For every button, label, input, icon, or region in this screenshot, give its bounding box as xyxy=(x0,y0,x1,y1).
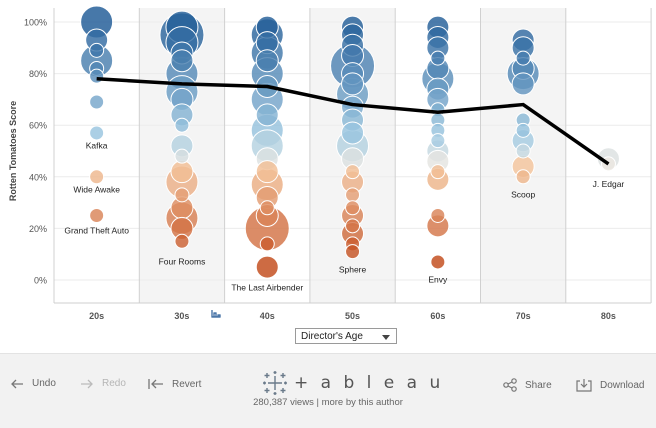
film-annotation: Grand Theft Auto xyxy=(64,226,129,236)
data-bubble xyxy=(430,133,446,149)
tableau-logo-icon xyxy=(263,371,287,395)
data-bubble xyxy=(174,117,190,133)
share-icon xyxy=(503,378,517,392)
y-tick-label: 80% xyxy=(29,69,47,79)
film-annotation: J. Edgar xyxy=(593,179,625,189)
share-label: Share xyxy=(525,379,552,391)
data-bubble xyxy=(174,187,190,203)
data-bubble xyxy=(255,160,279,184)
revert-label: Revert xyxy=(172,378,202,390)
directors-age-dropdown[interactable]: Director's Age xyxy=(295,328,397,344)
x-tick-label: 50s xyxy=(345,311,360,321)
data-bubble xyxy=(430,50,446,66)
tableau-toolbar: Undo Redo Revert + a b l e a u 280,387 v… xyxy=(0,353,656,428)
film-annotation: Wide Awake xyxy=(73,184,120,194)
tableau-logo[interactable]: + a b l e a u xyxy=(262,370,444,396)
data-bubble xyxy=(345,200,361,216)
film-annotation: Four Rooms xyxy=(159,257,206,267)
film-annotation: Envy xyxy=(428,275,448,285)
data-bubble xyxy=(170,160,194,184)
data-bubble xyxy=(341,121,365,145)
data-bubble xyxy=(345,244,361,260)
data-bubble xyxy=(174,233,190,249)
revert-button[interactable]: Revert xyxy=(148,378,201,390)
film-annotation: The Last Airbender xyxy=(231,282,303,292)
download-button[interactable]: Download xyxy=(576,378,644,392)
data-bubble xyxy=(430,164,446,180)
film-annotation: Sphere xyxy=(339,264,367,274)
download-icon xyxy=(576,379,592,392)
data-bubble xyxy=(255,49,279,73)
data-bubble xyxy=(255,255,279,279)
tableau-wordmark: + a b l e a u xyxy=(294,373,444,393)
data-bubble xyxy=(89,42,105,58)
data-bubble xyxy=(89,68,105,84)
data-bubble xyxy=(170,49,194,73)
arrow-left-icon xyxy=(11,379,23,388)
data-bubble xyxy=(430,254,446,270)
data-bubble xyxy=(259,236,275,252)
y-tick-label: 100% xyxy=(24,18,47,28)
chart-area: 100% 80% 60% 40% 20% 0% Rotten Tomatoes Score 2… xyxy=(8,5,652,344)
x-tick-label: 40s xyxy=(260,311,275,321)
data-bubble xyxy=(174,148,190,164)
film-annotation: Scoop xyxy=(511,189,535,199)
bubble-chart: 100% 80% 60% 40% 20% 0% Rotten Tomatoes Score 2… xyxy=(8,5,652,321)
x-tick-label: 70s xyxy=(516,311,531,321)
share-button[interactable]: Share xyxy=(503,378,552,392)
data-bubble xyxy=(511,72,535,96)
x-tick-label: 80s xyxy=(601,311,616,321)
data-bubble xyxy=(89,125,105,141)
y-tick-label: 20% xyxy=(29,224,47,234)
redo-button[interactable]: Redo xyxy=(80,378,126,389)
x-tick-label: 30s xyxy=(174,311,189,321)
redo-label: Redo xyxy=(102,378,126,389)
undo-label: Undo xyxy=(32,378,56,389)
data-bubble xyxy=(89,169,105,185)
data-bubble xyxy=(345,164,361,180)
data-bubble xyxy=(345,218,361,234)
revert-icon xyxy=(148,379,163,389)
data-bubble xyxy=(259,200,275,216)
data-bubble xyxy=(515,169,531,185)
sort-icon xyxy=(211,310,221,318)
data-bubble xyxy=(255,103,279,127)
x-tick-label: 60s xyxy=(430,311,445,321)
undo-button[interactable]: Undo xyxy=(10,378,56,389)
dropdown-value: Director's Age xyxy=(301,331,363,342)
data-bubble xyxy=(515,143,531,159)
x-tick-label: 20s xyxy=(89,311,104,321)
view-count[interactable]: 280,387 views | more by this author xyxy=(253,397,403,408)
y-axis-title: Rotten Tomatoes Score xyxy=(8,101,18,201)
y-tick-label: 40% xyxy=(29,172,47,182)
data-bubble xyxy=(430,208,446,223)
arrow-right-icon xyxy=(81,379,93,388)
data-bubble xyxy=(89,94,105,110)
y-tick-label: 60% xyxy=(29,121,47,131)
download-label: Download xyxy=(600,379,645,391)
average-trend-line xyxy=(96,77,610,166)
chevron-down-icon xyxy=(382,335,390,340)
data-bubble xyxy=(341,72,365,96)
film-annotation: Kafka xyxy=(86,140,108,150)
y-tick-label: 0% xyxy=(34,276,47,286)
data-bubble xyxy=(515,122,531,138)
data-bubble xyxy=(345,187,361,203)
data-bubble xyxy=(515,50,531,66)
data-bubble xyxy=(89,208,105,223)
